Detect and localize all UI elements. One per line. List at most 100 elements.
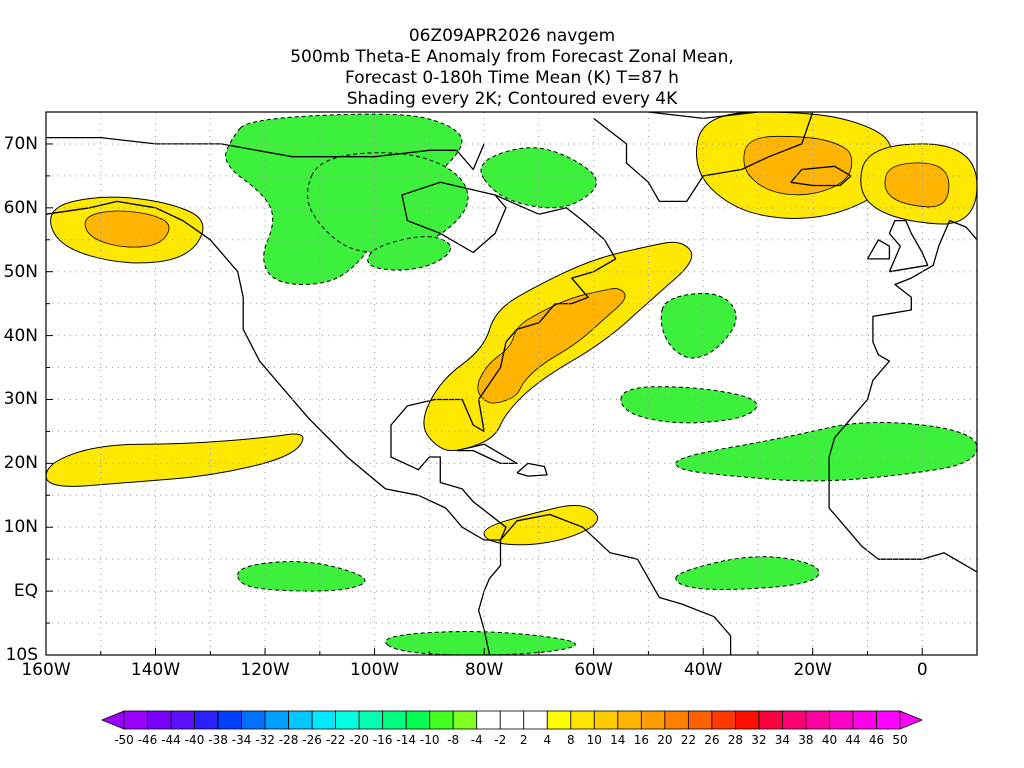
colorbar-tick-label: -26 (302, 733, 322, 747)
lon-label: 0 (916, 660, 928, 680)
baffin-negative-region (480, 147, 597, 209)
colorbar-swatch (852, 710, 877, 730)
colorbar-tick-label: -8 (447, 733, 460, 747)
colorbar-tick-label: -44 (161, 733, 181, 747)
british-isles-coast (888, 219, 929, 273)
colorbar-swatch (311, 710, 337, 730)
colorbar-tick-label: -34 (231, 733, 252, 747)
colorbar-tick-label: 2 (519, 733, 528, 747)
colorbar-swatch (452, 710, 478, 730)
greenland-coast (593, 112, 814, 203)
colorbar-tick-label: 20 (657, 733, 673, 747)
colorbar-tick-label: 26 (704, 733, 720, 747)
colorbar-tick-label: 10 (586, 733, 602, 747)
colorbar-tick-label: 46 (868, 733, 885, 747)
us-east-positive-core (477, 288, 626, 404)
colorbar-swatch (194, 710, 219, 730)
colorbar-swatch (687, 710, 713, 730)
colorbar-tick-label: 4 (543, 733, 552, 747)
europe-africa-coast (828, 219, 977, 573)
colorbar-swatch (734, 710, 760, 730)
colorbar-tick-label: 28 (727, 733, 744, 747)
lon-label: 120W (240, 660, 290, 680)
colorbar-tick-label: -28 (278, 733, 299, 747)
colorbar-tick-label: -16 (372, 733, 393, 747)
colorbar-swatch (593, 710, 619, 730)
colorbar-swatch (264, 710, 290, 730)
colorbar-tick-label: -4 (470, 733, 483, 747)
title-line-4: Shading every 2K; Contoured every 4K (346, 89, 678, 109)
colorbar-tick-label: -50 (114, 733, 134, 747)
colorbar-tick-label: 50 (892, 733, 908, 747)
south-america-coast (500, 513, 732, 655)
colorbar-swatch (829, 710, 854, 730)
east-atlantic-positive-core (884, 162, 950, 208)
caribbean-positive-region (483, 505, 599, 546)
lat-lon-grid (45, 111, 978, 656)
colorbar-swatch (546, 710, 572, 730)
colorbar-swatch (405, 710, 431, 730)
title-line-1: 06Z09APR2026 navgem (408, 26, 616, 46)
lat-label: 70N (3, 133, 38, 154)
lon-label: 80W (464, 660, 504, 680)
colorbar-swatch (170, 710, 195, 730)
canada-central-negative-region (307, 152, 469, 254)
lat-label: 20N (3, 453, 38, 474)
colorbar-swatch (805, 710, 830, 730)
colorbar-swatch (476, 710, 501, 730)
lon-label: 20W (793, 660, 832, 680)
lon-label: 40W (683, 660, 723, 680)
north-america-arctic-coast (46, 136, 485, 171)
colorbar-tick-label: -2 (494, 733, 507, 747)
colorbar-swatch (664, 710, 689, 730)
colorbar-tick-label: 38 (798, 733, 814, 747)
alaska-positive-core (84, 210, 170, 248)
colorbar-tick-label: 44 (845, 733, 861, 747)
colorbar-swatch (241, 710, 266, 730)
colorbar-right-arrow (899, 710, 924, 730)
lat-label: 30N (3, 389, 38, 410)
colorbar-swatch (782, 710, 807, 730)
colorbar-tick-label: 32 (751, 733, 767, 747)
colorbar-swatch (523, 710, 548, 730)
mid-atlantic-negative-region (660, 292, 737, 359)
colorbar-swatch (570, 710, 595, 730)
colorbar-tick-label: -14 (396, 733, 416, 747)
colorbar-tick-label: -20 (349, 733, 369, 747)
colorbar-swatch (876, 710, 901, 730)
colorbar-tick-label: -10 (419, 733, 440, 747)
colorbar-tick-label: -32 (255, 733, 275, 747)
lat-label: 50N (3, 261, 38, 282)
colorbar-swatch (123, 710, 148, 730)
lat-label: 60N (3, 197, 38, 218)
colorbar-swatch (358, 710, 384, 730)
chart-title: 06Z09APR2026 navgem 500mb Theta-E Anomal… (0, 26, 1024, 110)
pacific-positive-region (46, 433, 304, 487)
colorbar-left-arrow (100, 710, 125, 730)
lon-label: 100W (349, 660, 400, 680)
colorbar-tick-label: 40 (821, 733, 838, 747)
colorbar-tick-label: -46 (137, 733, 158, 747)
lon-label: 60W (574, 660, 613, 680)
title-line-2: 500mb Theta-E Anomaly from Forecast Zona… (290, 47, 734, 67)
lat-label: 10S (5, 645, 38, 665)
colorbar-swatch (147, 710, 172, 730)
colorbar-swatch (617, 710, 642, 730)
colorbar-swatch (335, 710, 360, 730)
west-africa-negative-region (675, 421, 977, 482)
anomaly-shading (46, 112, 977, 655)
map-frame (45, 111, 978, 656)
lat-label: 40N (3, 325, 38, 346)
colorbar-swatch (711, 710, 736, 730)
colorbar-swatch (640, 710, 666, 730)
eastern-pacific-negative-region (237, 561, 366, 592)
colorbar-swatch (382, 710, 407, 730)
equatorial-atlantic-negative-region (675, 556, 820, 590)
hispaniola-coast (516, 462, 548, 477)
colorbar-swatch (758, 710, 783, 730)
colorbar-tick-label: 14 (610, 733, 626, 747)
south-atlantic-negative-region (385, 631, 576, 655)
lat-label: 10N (3, 517, 38, 538)
colorbar-tick-label: -40 (184, 733, 205, 747)
